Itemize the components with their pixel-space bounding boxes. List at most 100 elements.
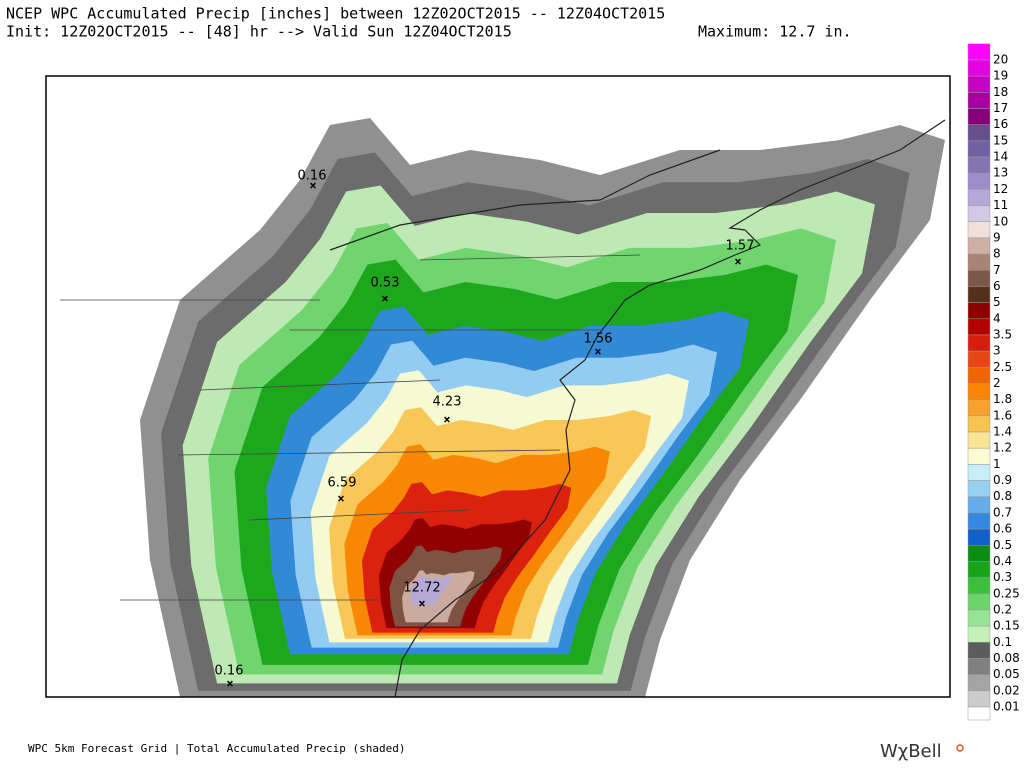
legend-swatch (967, 464, 991, 481)
legend-swatch (967, 237, 991, 255)
legend-label: 9 (993, 230, 1001, 244)
legend-swatch (967, 221, 991, 239)
legend-swatch (967, 642, 991, 659)
point-marker: × (381, 292, 388, 306)
legend-label: 4 (993, 311, 1001, 325)
legend-label: 12 (993, 182, 1008, 196)
point-label: 1.56 (584, 332, 613, 347)
legend-label: 1 (993, 457, 1001, 471)
logo: WχBell (880, 741, 942, 762)
legend-label: 20 (993, 53, 1008, 67)
point-marker: × (594, 345, 601, 359)
legend-label: 0.3 (993, 570, 1012, 584)
legend-swatch (967, 690, 991, 708)
legend-label: 0.08 (993, 651, 1020, 665)
legend-swatch (967, 286, 991, 303)
legend-label: 3 (993, 344, 1001, 358)
legend-swatch (967, 59, 991, 77)
legend-swatch (967, 205, 991, 222)
legend-label: 0.15 (993, 619, 1020, 633)
legend-swatch (967, 447, 991, 465)
legend-swatch (967, 561, 991, 578)
legend-label: 2.5 (993, 360, 1012, 374)
legend-label: 7 (993, 263, 1001, 277)
point-label: 4.23 (433, 395, 462, 410)
legend-label: 17 (993, 101, 1008, 115)
legend-swatch (967, 43, 991, 61)
legend-swatch (967, 415, 991, 433)
legend-label: 0.8 (993, 489, 1012, 503)
coastline (394, 119, 946, 698)
map-labels: 0.16×0.53×1.57×1.56×4.23×6.59×12.72×0.16… (215, 169, 755, 691)
point-label: 0.16 (298, 169, 327, 184)
legend-swatch (967, 674, 991, 692)
legend-swatch (967, 189, 991, 206)
point-label: 12.72 (403, 581, 440, 596)
legend-label: 0.7 (993, 505, 1012, 519)
legend-swatch (967, 512, 991, 530)
legend-swatch (967, 334, 991, 352)
point-label: 0.53 (371, 276, 400, 291)
legend-swatch (967, 318, 991, 336)
legend-label: 11 (993, 198, 1008, 212)
legend-swatch (967, 270, 991, 287)
legend-label: 13 (993, 166, 1008, 180)
header-init: Init: 12Z02OCT2015 -- [48] hr --> Valid … (6, 23, 512, 41)
legend-swatch (967, 156, 991, 174)
point-label: 6.59 (328, 476, 357, 491)
legend-swatch (967, 545, 991, 562)
legend-label: 1.6 (993, 408, 1012, 422)
precip-band (410, 575, 451, 605)
legend-swatch (967, 172, 991, 190)
map: 0.16×0.53×1.57×1.56×4.23×6.59×12.72×0.16… (45, 75, 951, 698)
point-label: 0.16 (215, 664, 244, 679)
boundaries (60, 119, 946, 698)
legend-swatch (967, 383, 991, 400)
point-marker: × (443, 413, 450, 427)
point-marker: × (734, 255, 741, 269)
map-border (45, 75, 951, 698)
legend-label: 6 (993, 279, 1001, 293)
logo-dot (956, 744, 964, 752)
legend-swatch (967, 124, 991, 142)
legend-label: 3.5 (993, 327, 1012, 341)
legend-swatch (967, 577, 991, 595)
legend-swatch (967, 480, 991, 497)
legend-swatch (967, 140, 991, 158)
legend-swatch (967, 658, 991, 675)
legend-label: 0.01 (993, 700, 1020, 714)
legend-label: 14 (993, 150, 1008, 164)
legend-label: 19 (993, 69, 1008, 83)
legend-swatch (967, 528, 991, 546)
great-lakes-shore (329, 149, 721, 251)
legend-swatch (967, 431, 991, 449)
point-marker: × (418, 597, 425, 611)
legend-swatch (967, 609, 991, 627)
legend-swatch (967, 593, 991, 611)
legend: 20 19 18 17 16 15 14 13 12 11 10 9 8 7 6 5 4 3.5 3 2.5 2 1.8 1… (967, 43, 1020, 721)
legend-label: 0.2 (993, 602, 1012, 616)
legend-label: 0.6 (993, 522, 1012, 536)
legend-label: 10 (993, 214, 1008, 228)
precip-shading (140, 118, 945, 697)
legend-label: 8 (993, 247, 1001, 261)
legend-label: 18 (993, 85, 1008, 99)
legend-label: 5 (993, 295, 1001, 309)
point-marker: × (337, 492, 344, 506)
legend-swatch (967, 302, 991, 320)
legend-swatch (967, 367, 991, 384)
legend-swatch (967, 350, 991, 368)
state-lines (60, 254, 641, 601)
legend-label: 0.05 (993, 667, 1020, 681)
legend-label: 2 (993, 376, 1001, 390)
legend-swatch (967, 496, 991, 514)
legend-label: 16 (993, 117, 1008, 131)
legend-label: 0.25 (993, 586, 1020, 600)
legend-swatch-bottom (967, 706, 991, 721)
header-maximum: Maximum: 12.7 in. (698, 23, 852, 41)
legend-swatch (967, 399, 991, 417)
legend-swatch (967, 625, 991, 643)
legend-label: 15 (993, 133, 1008, 147)
legend-label: 0.4 (993, 554, 1012, 568)
